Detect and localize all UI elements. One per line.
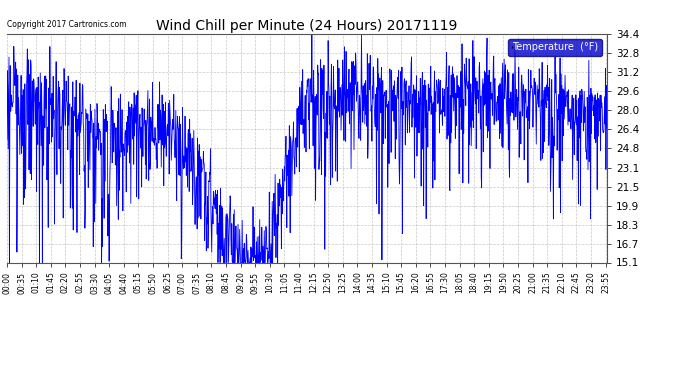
- Text: Copyright 2017 Cartronics.com: Copyright 2017 Cartronics.com: [7, 20, 126, 29]
- Legend: Temperature  (°F): Temperature (°F): [509, 39, 602, 56]
- Title: Wind Chill per Minute (24 Hours) 20171119: Wind Chill per Minute (24 Hours) 2017111…: [157, 19, 457, 33]
